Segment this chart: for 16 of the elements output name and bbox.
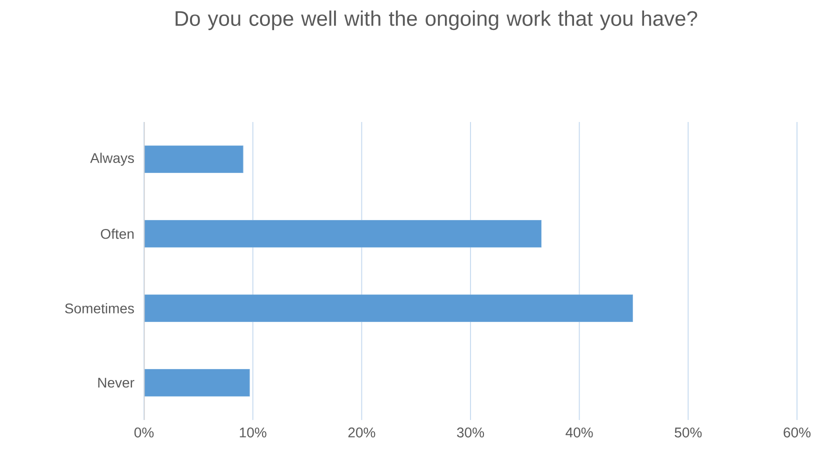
y-tick-label: Never [98, 378, 134, 388]
bar [144, 294, 633, 322]
bar [144, 369, 250, 397]
x-tick-label: 20% [348, 428, 376, 438]
x-tick-label: 30% [457, 428, 484, 438]
x-tick-label: 60% [784, 428, 811, 438]
y-tick-label: Always [90, 152, 134, 166]
chart-title: Do you cope well with the ongoing work that you have? [176, 10, 698, 30]
x-tick-label: 0% [134, 428, 154, 438]
x-tick-label: 10% [240, 428, 266, 438]
y-tick-label: Sometimes [65, 303, 134, 314]
bar [144, 146, 244, 174]
x-tick-label: 40% [566, 428, 593, 438]
bar [144, 220, 542, 248]
y-tick-label: Often [100, 228, 134, 239]
x-tick-label: 50% [674, 428, 702, 438]
